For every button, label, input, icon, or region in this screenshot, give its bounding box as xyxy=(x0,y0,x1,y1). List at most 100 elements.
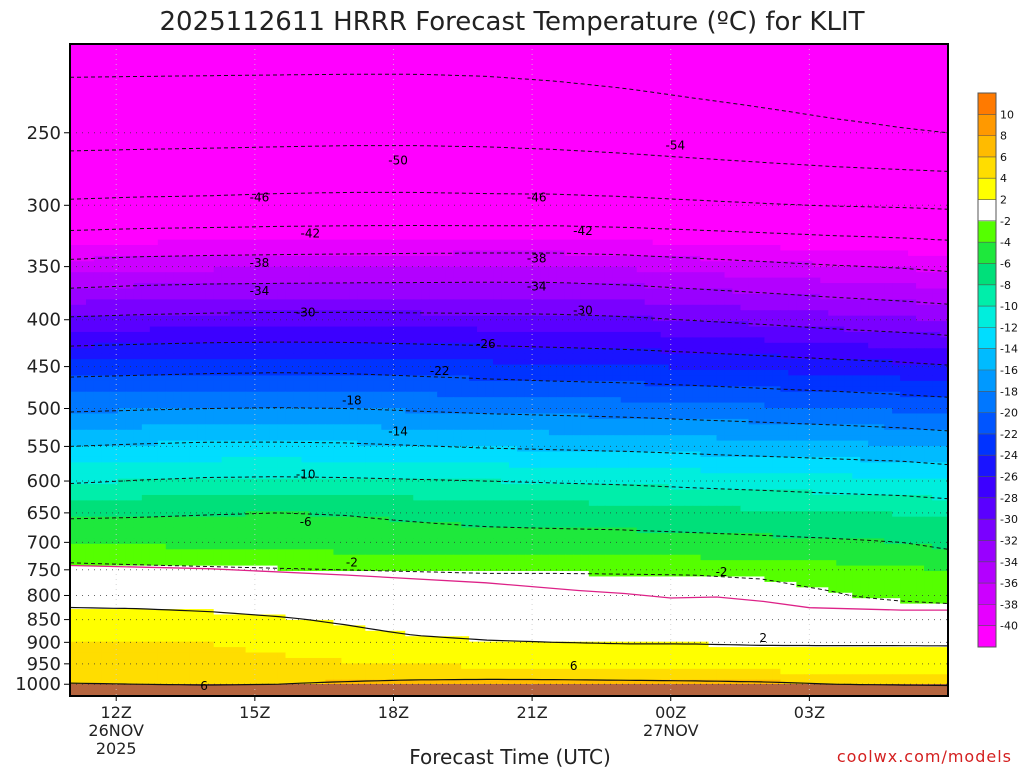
temp-cell xyxy=(652,76,662,83)
temp-cell xyxy=(237,60,247,67)
temp-cell xyxy=(149,223,159,230)
temp-cell xyxy=(317,288,327,295)
temp-cell xyxy=(596,98,606,105)
temp-cell xyxy=(828,234,837,241)
temp-cell xyxy=(716,44,726,51)
temp-cell xyxy=(221,114,231,121)
temp-cell xyxy=(149,76,159,83)
temp-cell xyxy=(660,234,670,241)
temp-cell xyxy=(596,179,606,186)
temp-cell xyxy=(509,158,518,165)
temp-cell xyxy=(357,109,366,116)
temp-cell xyxy=(676,103,686,110)
temp-cell xyxy=(357,277,366,284)
temp-cell xyxy=(85,158,95,165)
temp-cell xyxy=(301,109,311,116)
temp-cell xyxy=(644,120,654,127)
temp-cell xyxy=(556,261,566,268)
temp-cell xyxy=(317,228,327,235)
temp-cell xyxy=(317,190,327,197)
temp-cell xyxy=(269,92,279,99)
temp-cell xyxy=(133,125,143,132)
temp-cell xyxy=(548,147,558,154)
temp-cell xyxy=(429,49,438,56)
temp-cell xyxy=(165,109,175,116)
temp-cell xyxy=(293,277,303,284)
temp-cell xyxy=(125,120,135,127)
temp-cell xyxy=(405,163,414,170)
temp-cell xyxy=(748,82,758,89)
temp-cell xyxy=(916,87,925,94)
temp-cell xyxy=(421,147,430,154)
temp-cell xyxy=(293,255,303,262)
temp-cell xyxy=(596,60,606,67)
temp-cell xyxy=(604,54,614,61)
temp-cell xyxy=(501,272,510,279)
temp-cell xyxy=(501,92,510,99)
temp-cell xyxy=(205,92,215,99)
temp-cell xyxy=(836,103,845,110)
temp-cell xyxy=(724,54,734,61)
temp-cell xyxy=(620,109,630,116)
temp-cell xyxy=(612,196,622,203)
temp-cell xyxy=(229,223,239,230)
temp-cell xyxy=(700,125,710,132)
temp-cell xyxy=(532,82,542,89)
temp-cell xyxy=(253,272,263,279)
temp-cell xyxy=(181,283,191,290)
temp-cell xyxy=(652,277,662,284)
temp-cell xyxy=(580,196,590,203)
temp-cell xyxy=(564,212,574,219)
temp-cell xyxy=(253,147,263,154)
temp-cell xyxy=(652,255,662,262)
temp-cell xyxy=(157,245,167,252)
temp-cell xyxy=(437,103,446,110)
temp-cell xyxy=(604,179,614,186)
temp-cell xyxy=(932,201,941,208)
temp-cell xyxy=(612,179,622,186)
temp-cell xyxy=(213,261,223,268)
temp-cell xyxy=(429,277,438,284)
temp-cell xyxy=(501,60,510,67)
temp-cell xyxy=(365,76,374,83)
temp-cell xyxy=(205,239,215,246)
temp-cell xyxy=(860,207,869,214)
temp-cell xyxy=(564,163,574,170)
temp-cell xyxy=(764,76,773,83)
temp-cell xyxy=(349,266,358,273)
temp-cell xyxy=(70,179,79,186)
temp-cell xyxy=(301,190,311,197)
temp-cell xyxy=(628,201,638,208)
temp-cell xyxy=(524,185,534,192)
temp-cell xyxy=(381,266,390,273)
temp-cell xyxy=(892,82,901,89)
temp-cell xyxy=(932,87,941,94)
temp-cell xyxy=(333,283,342,290)
temp-cell xyxy=(884,196,893,203)
temp-cell xyxy=(580,98,590,105)
temp-cell xyxy=(612,125,622,132)
temp-cell xyxy=(253,109,263,116)
temp-cell xyxy=(477,98,486,105)
temp-cell xyxy=(437,261,446,268)
temp-cell xyxy=(868,217,877,224)
temp-cell xyxy=(493,277,502,284)
temp-cell xyxy=(133,54,143,61)
temp-cell xyxy=(253,196,263,203)
temp-cell xyxy=(165,201,175,208)
temp-cell xyxy=(133,277,143,284)
temp-cell xyxy=(708,125,718,132)
temp-cell xyxy=(812,250,821,257)
temp-cell xyxy=(780,255,789,262)
temp-cell xyxy=(333,228,342,235)
temp-cell xyxy=(117,223,127,230)
temp-cell xyxy=(357,103,366,110)
temp-cell xyxy=(277,255,287,262)
temp-cell xyxy=(716,174,726,181)
temp-cell xyxy=(437,120,446,127)
temp-cell xyxy=(716,141,726,148)
temp-cell xyxy=(117,82,127,89)
temp-cell xyxy=(245,103,255,110)
temp-cell xyxy=(540,201,550,208)
temp-cell xyxy=(213,283,223,290)
